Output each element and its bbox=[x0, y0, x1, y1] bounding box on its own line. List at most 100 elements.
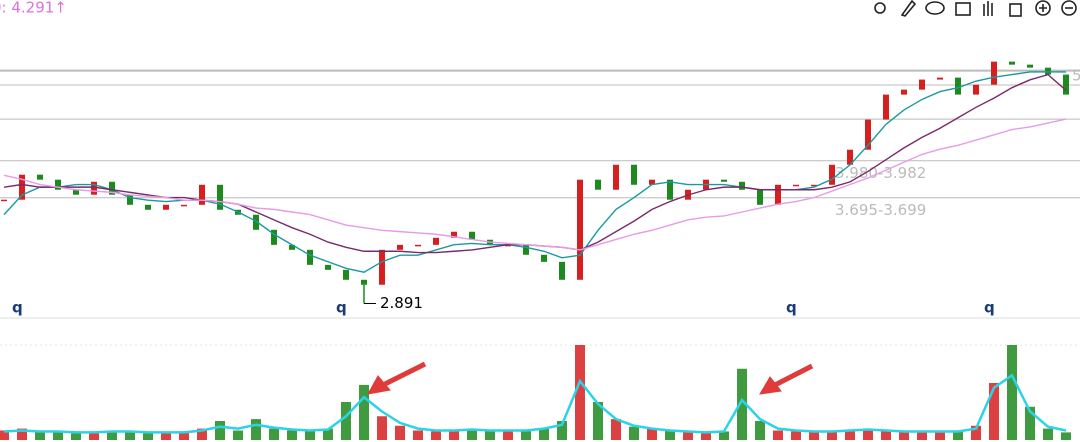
x-marker-label: q bbox=[786, 299, 797, 317]
candle bbox=[667, 179, 673, 200]
volume-bar bbox=[233, 430, 243, 440]
candle bbox=[901, 89, 907, 95]
volume-bar bbox=[647, 428, 657, 440]
volume-bar bbox=[683, 431, 693, 440]
candle bbox=[523, 244, 529, 255]
candle bbox=[775, 184, 781, 205]
volume-bar bbox=[503, 430, 513, 440]
volume-bar bbox=[665, 430, 675, 440]
candle bbox=[541, 254, 547, 262]
candle bbox=[289, 244, 295, 250]
candle bbox=[991, 61, 997, 85]
candle bbox=[883, 94, 889, 120]
candle bbox=[253, 214, 259, 230]
volume-bar bbox=[827, 431, 837, 440]
candle bbox=[181, 204, 187, 207]
volume-bar bbox=[341, 402, 351, 440]
candle bbox=[559, 261, 565, 280]
volume-bar bbox=[287, 430, 297, 440]
candle bbox=[505, 244, 511, 247]
candle bbox=[145, 204, 151, 210]
volume-bar bbox=[899, 431, 909, 440]
volume-bar bbox=[809, 432, 819, 440]
volume-bar bbox=[1061, 432, 1071, 440]
candle bbox=[577, 179, 583, 280]
candle bbox=[199, 184, 205, 205]
volume-bar bbox=[935, 432, 945, 440]
store-icon[interactable] bbox=[955, 2, 971, 16]
lock-icon[interactable] bbox=[1009, 3, 1022, 17]
volume-bar bbox=[539, 428, 549, 440]
candle bbox=[973, 84, 979, 95]
volume-bar bbox=[413, 430, 423, 440]
settings-icon[interactable] bbox=[874, 2, 886, 14]
volume-bar bbox=[215, 421, 225, 440]
draw-icon[interactable] bbox=[900, 0, 917, 17]
candle bbox=[811, 184, 817, 187]
volume-bar bbox=[971, 425, 981, 440]
volume-bar bbox=[1007, 345, 1017, 440]
volume-bar bbox=[251, 419, 261, 440]
candle bbox=[37, 174, 43, 180]
candle bbox=[343, 269, 349, 280]
volume-bar bbox=[143, 432, 153, 440]
level-label: 5 bbox=[1072, 67, 1080, 85]
candle bbox=[469, 231, 475, 240]
volume-bar bbox=[1025, 406, 1035, 440]
volume-bar bbox=[737, 368, 747, 440]
zoom-in-plus[interactable] bbox=[1039, 4, 1047, 12]
candle bbox=[1027, 64, 1033, 68]
annotation-arrow bbox=[383, 361, 427, 387]
candle bbox=[757, 189, 763, 205]
volume-bar bbox=[755, 421, 765, 440]
annotation-arrow bbox=[773, 363, 814, 388]
candle bbox=[649, 179, 655, 185]
volume-bar bbox=[791, 431, 801, 440]
candle bbox=[379, 249, 385, 285]
hand-icon[interactable] bbox=[983, 1, 993, 16]
candle bbox=[163, 204, 169, 210]
candle bbox=[73, 189, 79, 195]
zoom-out-icon[interactable] bbox=[1061, 0, 1077, 16]
volume-bar bbox=[323, 428, 333, 440]
candle bbox=[91, 181, 97, 195]
candle bbox=[271, 229, 277, 245]
volume-bar bbox=[179, 431, 189, 440]
view-icon[interactable] bbox=[925, 1, 945, 15]
candle bbox=[1063, 74, 1069, 95]
candle bbox=[631, 164, 637, 185]
moving-average bbox=[3, 118, 1067, 251]
candle bbox=[415, 244, 421, 247]
volume-bar bbox=[269, 428, 279, 440]
candle bbox=[451, 231, 457, 238]
candle bbox=[847, 149, 853, 165]
candle bbox=[1009, 61, 1015, 65]
candle bbox=[325, 264, 331, 270]
candle bbox=[361, 279, 367, 285]
zoom-in-icon[interactable] bbox=[1035, 0, 1051, 16]
arrow-head bbox=[367, 375, 391, 395]
volume-bar bbox=[1043, 428, 1053, 440]
volume-bar bbox=[953, 431, 963, 440]
volume-bar bbox=[863, 428, 873, 440]
volume-bar bbox=[629, 426, 639, 440]
toolbar[interactable] bbox=[874, 0, 1077, 17]
volume-bar bbox=[377, 416, 387, 440]
volume-bar bbox=[611, 419, 621, 440]
volume-bar bbox=[197, 428, 207, 440]
candle bbox=[739, 181, 745, 190]
volume-bar bbox=[71, 433, 81, 440]
chart-title: 0: 4.291↑ bbox=[0, 0, 67, 17]
volume-bar bbox=[107, 430, 117, 440]
volume-bar bbox=[467, 428, 477, 440]
x-marker-label: q bbox=[336, 299, 347, 317]
arrows bbox=[367, 361, 814, 395]
candle bbox=[595, 179, 601, 190]
candle bbox=[829, 164, 835, 185]
volume-bar bbox=[359, 384, 369, 440]
volume-bar bbox=[557, 421, 567, 440]
candle bbox=[919, 79, 925, 90]
volume-bar bbox=[0, 430, 9, 440]
candle bbox=[217, 184, 223, 210]
candle bbox=[793, 184, 799, 187]
